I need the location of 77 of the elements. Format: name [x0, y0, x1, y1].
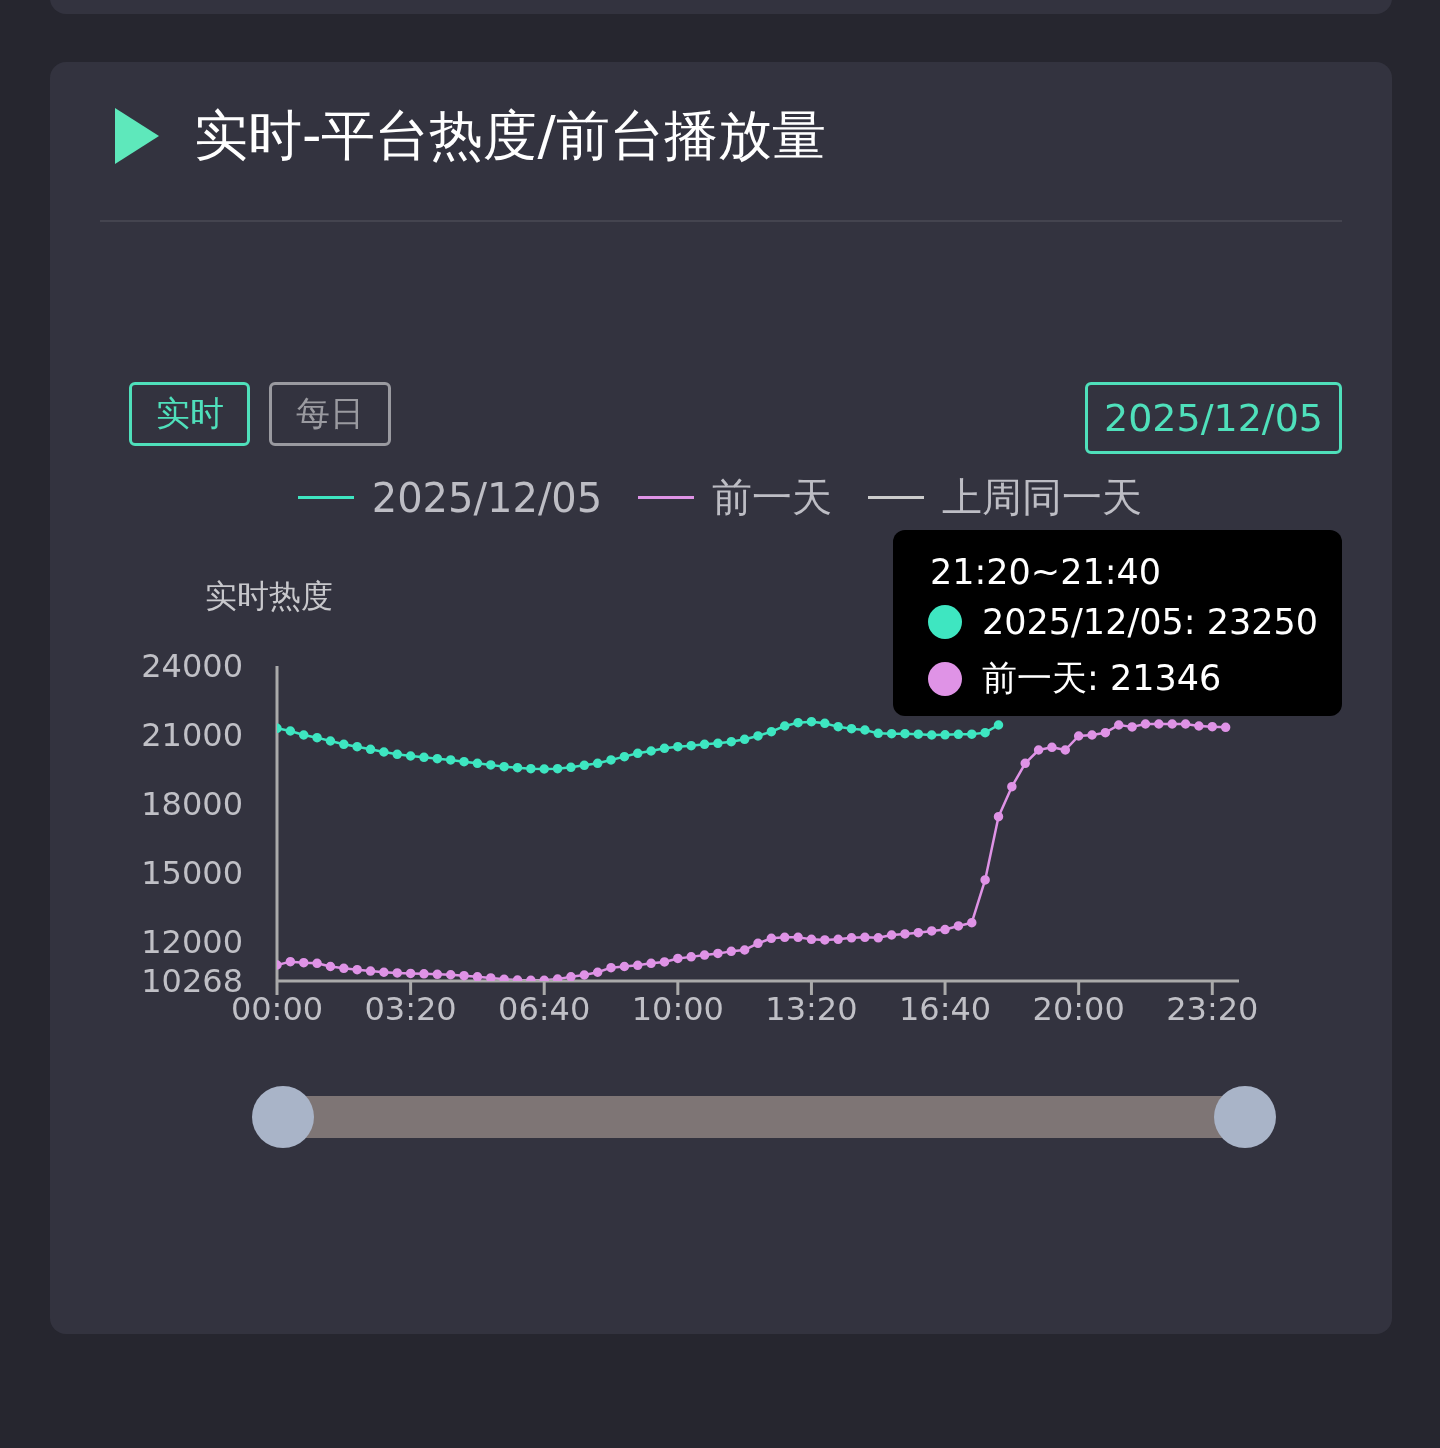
point	[472, 758, 483, 769]
point	[432, 753, 443, 764]
y-tick-label: 12000	[141, 922, 243, 961]
point	[699, 739, 710, 750]
point	[592, 758, 603, 769]
point	[325, 736, 336, 746]
point	[499, 761, 509, 772]
text: 2025/12/05: 23250	[982, 602, 1318, 642]
legend-label: 2025/12/05	[371, 474, 603, 521]
point	[913, 729, 924, 739]
point	[285, 726, 296, 736]
point	[633, 748, 643, 759]
point	[365, 744, 376, 755]
point	[552, 763, 563, 774]
y-tick-label: 24000	[141, 647, 243, 686]
point	[539, 764, 549, 774]
text: 2025/12/05	[1085, 382, 1342, 454]
legend-label: 前一天	[712, 473, 833, 522]
y-axis-title: 实时热度	[205, 576, 333, 617]
point	[713, 738, 723, 749]
x-tick-label: 16:40	[898, 989, 992, 1028]
point	[766, 726, 777, 737]
annotation: 前一天: 21346	[982, 657, 1222, 700]
point	[860, 725, 870, 735]
text: 实时	[129, 382, 250, 446]
y-tick-label: 15000	[141, 853, 243, 892]
point	[659, 743, 670, 754]
point	[619, 751, 630, 762]
point	[833, 721, 843, 732]
text: 21:20~21:40	[930, 552, 1162, 592]
point	[806, 716, 817, 727]
point	[606, 755, 616, 765]
point	[739, 734, 750, 745]
point	[445, 755, 456, 765]
point	[312, 732, 322, 743]
point	[820, 718, 830, 729]
point	[779, 721, 790, 731]
point	[298, 730, 309, 740]
point	[419, 752, 429, 763]
point	[967, 729, 977, 739]
x-tick-label: 20:00	[1032, 989, 1125, 1028]
x-tick-label: 10:00	[631, 989, 724, 1028]
point	[512, 762, 523, 773]
point	[940, 730, 950, 740]
y-tick-label: 18000	[141, 784, 243, 823]
point	[926, 730, 937, 740]
point	[980, 727, 990, 738]
point	[405, 751, 416, 761]
x-tick-label: 23:20	[1166, 989, 1259, 1028]
point	[673, 741, 683, 752]
x-tick-label: 06:40	[498, 989, 591, 1028]
point	[886, 728, 897, 739]
point	[352, 741, 362, 752]
y-tick-label: 21000	[141, 716, 243, 755]
point	[646, 746, 656, 756]
point	[873, 728, 883, 739]
point	[993, 720, 1004, 730]
x-tick-label: 03:20	[364, 989, 457, 1028]
point	[726, 736, 737, 747]
point	[846, 723, 857, 734]
point	[953, 729, 964, 740]
point	[753, 731, 763, 741]
text: 每日	[269, 382, 391, 446]
point	[486, 760, 496, 770]
point	[579, 760, 590, 771]
point	[392, 749, 402, 760]
point	[686, 740, 696, 751]
point	[526, 763, 536, 774]
point	[900, 728, 910, 739]
point	[793, 717, 803, 728]
chart-title: 实时-平台热度/前台播放量	[194, 103, 826, 169]
point	[566, 762, 576, 773]
point	[379, 747, 389, 757]
x-tick-label: 13:20	[765, 989, 858, 1028]
point	[339, 739, 349, 750]
legend-label: 上周同一天	[942, 473, 1143, 522]
point	[459, 756, 469, 767]
